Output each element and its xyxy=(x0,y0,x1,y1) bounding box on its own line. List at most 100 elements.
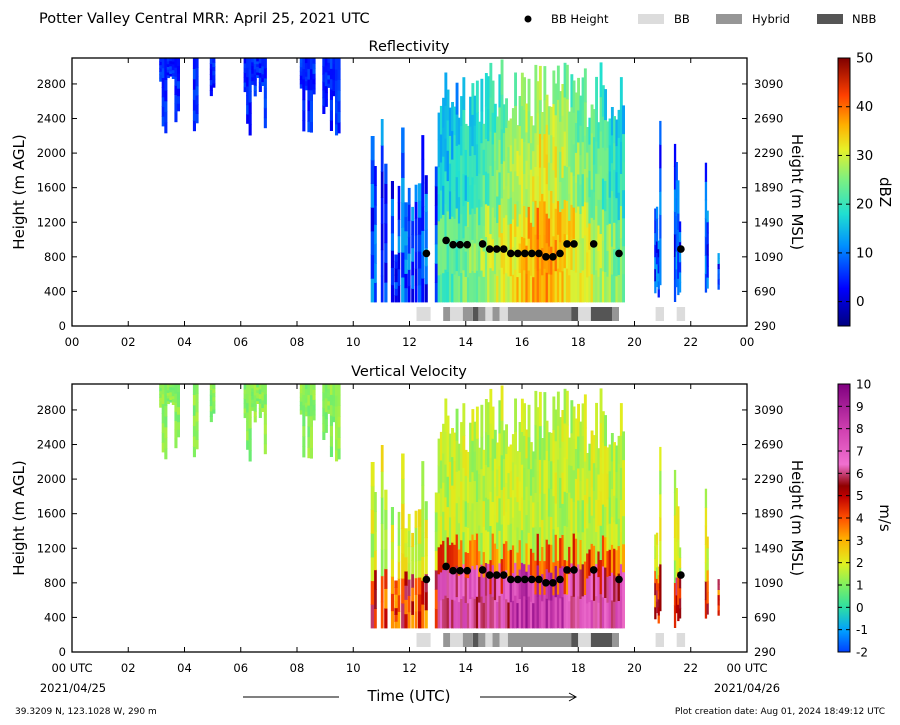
y-tick-label: 1200 xyxy=(37,541,66,555)
x-tick-label: 18 xyxy=(571,335,586,349)
colorbar-tick-label: 2 xyxy=(856,556,864,570)
bb-height-point xyxy=(570,240,578,248)
legend-nbb-label: NBB xyxy=(852,12,876,26)
bb-height-point xyxy=(521,575,529,584)
bb-height-point xyxy=(589,566,598,574)
velocity-panel: Vertical Velocity 00 UTC 02 04 06 08 10 12 14 16… xyxy=(10,364,894,675)
xlabel: Time (UTC) xyxy=(367,687,451,705)
y-tick-label: 1600 xyxy=(37,507,66,521)
colorbar-tick-label: 8 xyxy=(856,422,864,436)
velocity-heatmap xyxy=(159,384,720,629)
bb-height-point xyxy=(442,562,450,571)
y-tick-label: 400 xyxy=(44,284,66,298)
velocity-y-ticks-left: 0 400 800 1200 1600 2000 2400 2800 xyxy=(37,403,77,659)
reflectivity-ylabel-right: Height (m MSL) xyxy=(788,134,806,250)
bb-height-point xyxy=(449,566,457,575)
y-right-tick-label: 1490 xyxy=(754,215,783,229)
colorbar-tick-label: 0 xyxy=(856,601,864,615)
reflectivity-colorbar-label: dBZ xyxy=(876,177,894,207)
bb-band-hybrid xyxy=(443,307,451,321)
colorbar-tick-label: 10 xyxy=(856,378,871,392)
x-tick-label: 22 xyxy=(683,661,698,675)
bb-band-hybrid xyxy=(462,307,473,321)
legend-bb-height-marker xyxy=(524,15,532,23)
x-tick-label: 14 xyxy=(458,661,473,675)
bb-band-nbb xyxy=(590,633,612,647)
y-tick-label: 0 xyxy=(59,319,66,333)
bb-height-point xyxy=(422,575,431,584)
bb-band-hybrid xyxy=(443,633,451,647)
bb-band-nbb xyxy=(472,307,479,321)
y-right-tick-label: 690 xyxy=(754,284,776,298)
bb-height-point xyxy=(492,571,501,579)
y-tick-label: 2000 xyxy=(37,472,66,486)
bb-band-hybrid xyxy=(507,633,572,647)
bb-band-hybrid xyxy=(507,307,572,321)
x-tick-label: 08 xyxy=(290,661,305,675)
colorbar-tick-label: -1 xyxy=(856,623,868,637)
bb-height-point xyxy=(528,575,536,584)
y-tick-label: 2000 xyxy=(37,146,66,160)
bb-band-hybrid xyxy=(492,633,500,647)
bb-band-bb xyxy=(450,307,463,321)
y-right-tick-label: 690 xyxy=(754,610,776,624)
bb-height-point xyxy=(478,240,487,248)
bb-band-nbb xyxy=(571,633,579,647)
x-tick-label: 02 xyxy=(121,661,136,675)
y-tick-label: 1600 xyxy=(37,181,66,195)
bb-height-point xyxy=(589,240,598,248)
colorbar-tick-label: 5 xyxy=(856,489,864,503)
colorbar-tick-label: 9 xyxy=(856,400,864,414)
bb-band-bb xyxy=(485,307,493,321)
colorbar-tick-label: 7 xyxy=(856,445,864,459)
header-legend: BB Height BB Hybrid NBB xyxy=(524,12,876,26)
bb-band-bb xyxy=(676,307,686,321)
bb-height-point xyxy=(492,245,501,253)
bb-band-hybrid xyxy=(612,633,619,647)
bb-height-point xyxy=(542,579,550,587)
bb-height-point xyxy=(449,240,457,249)
bb-band-nbb xyxy=(590,307,612,321)
bb-height-point xyxy=(456,566,464,575)
reflectivity-bb-bands xyxy=(416,307,686,321)
bb-height-point xyxy=(499,571,508,579)
y-right-tick-label: 3090 xyxy=(754,403,783,417)
y-right-tick-label: 2690 xyxy=(754,438,783,452)
reflectivity-panel: Reflectivity 00 02 04 06 08 10 12 14 16 18 20 22 00 … xyxy=(10,39,894,349)
legend-nbb-swatch xyxy=(817,14,843,24)
reflectivity-x-ticks: 00 02 04 06 08 10 12 14 16 18 20 22 00 xyxy=(65,58,754,349)
y-right-tick-label: 2290 xyxy=(754,472,783,486)
reflectivity-heatmap xyxy=(159,58,720,303)
y-right-tick-label: 1890 xyxy=(754,181,783,195)
y-right-tick-label: 1090 xyxy=(754,576,783,590)
bb-band-bb xyxy=(655,307,664,321)
bb-band-bb xyxy=(416,307,431,321)
y-tick-label: 2800 xyxy=(37,403,66,417)
end-date-label: 2021/04/26 xyxy=(714,681,780,695)
y-tick-label: 800 xyxy=(44,576,66,590)
reflectivity-colorbar xyxy=(837,57,851,327)
bb-height-point xyxy=(615,249,623,258)
y-right-tick-label: 290 xyxy=(754,645,776,659)
bb-band-nbb xyxy=(571,307,579,321)
reflectivity-title: Reflectivity xyxy=(369,39,450,55)
bb-height-point xyxy=(485,245,494,253)
x-tick-label: 16 xyxy=(515,661,530,675)
y-tick-label: 2800 xyxy=(37,77,66,91)
bb-band-hybrid xyxy=(462,633,473,647)
colorbar-tick-label: 20 xyxy=(856,197,873,213)
bb-band-hybrid xyxy=(478,307,486,321)
x-tick-label: 16 xyxy=(515,335,530,349)
bb-height-point xyxy=(442,236,450,245)
bb-height-point xyxy=(507,575,515,584)
y-tick-label: 2400 xyxy=(37,438,66,452)
reflectivity-ylabel-left: Height (m AGL) xyxy=(10,134,28,249)
colorbar-tick-label: 50 xyxy=(856,51,873,67)
x-tick-label: 14 xyxy=(458,335,473,349)
bb-height-point xyxy=(499,245,508,253)
bb-band-hybrid xyxy=(478,633,486,647)
figure-title: Potter Valley Central MRR: April 25, 202… xyxy=(39,11,370,27)
bb-height-point xyxy=(549,252,557,261)
velocity-ylabel-right: Height (m MSL) xyxy=(788,460,806,576)
